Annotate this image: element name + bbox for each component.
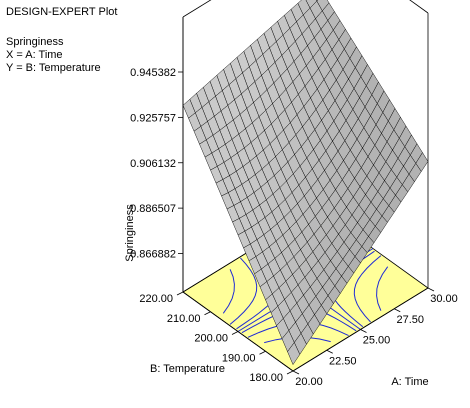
z-axis-title: Springiness — [124, 204, 136, 262]
box-edge — [409, 0, 429, 14]
x-factor-label: X = A: Time — [6, 49, 63, 61]
y-axis-title: B: Temperature — [150, 363, 225, 375]
y-tick — [176, 291, 184, 296]
y-tick-label: 200.00 — [194, 333, 228, 345]
y-tick — [204, 311, 211, 316]
program-title: DESIGN-EXPERT Plot — [6, 6, 118, 18]
x-tick-label: 25.00 — [363, 335, 391, 347]
contour-line — [353, 255, 382, 323]
y-tick-label: 190.00 — [222, 352, 256, 364]
contour-line — [229, 257, 258, 325]
x-tick — [326, 349, 333, 354]
x-tick — [360, 329, 367, 333]
response-surface — [182, 0, 429, 366]
y-tick — [231, 331, 239, 335]
y-tick — [286, 370, 294, 375]
y-factor-label: Y = B: Temperature — [6, 62, 101, 74]
x-tick-label: 30.00 — [430, 293, 458, 305]
z-tick-label: 0.866882 — [130, 249, 176, 261]
box-edge — [182, 0, 212, 18]
x-tick — [427, 287, 435, 292]
x-tick-label: 27.50 — [396, 314, 424, 326]
z-tick-label: 0.886507 — [130, 203, 176, 215]
y-tick-label: 180.00 — [249, 372, 283, 384]
x-tick — [292, 370, 300, 375]
surface-cell — [287, 342, 301, 366]
y-tick-label: 220.00 — [139, 293, 173, 305]
z-tick-label: 0.906132 — [130, 158, 176, 170]
y-tick — [259, 350, 266, 355]
x-tick — [394, 308, 401, 313]
axis-labels: 20.00 22.50 25.00 27.50 30.00 180.00 190.00 200… — [124, 17, 458, 388]
x-tick-label: 20.00 — [295, 376, 323, 388]
contour-line — [222, 269, 235, 314]
response-name: Springiness — [6, 36, 64, 48]
z-tick-label: 0.925757 — [130, 112, 176, 124]
z-tick-label: 0.945382 — [130, 67, 176, 79]
contour-line — [376, 266, 389, 311]
y-tick-label: 210.00 — [167, 313, 201, 325]
x-tick-label: 22.50 — [329, 355, 357, 367]
x-axis-title: A: Time — [391, 376, 428, 388]
